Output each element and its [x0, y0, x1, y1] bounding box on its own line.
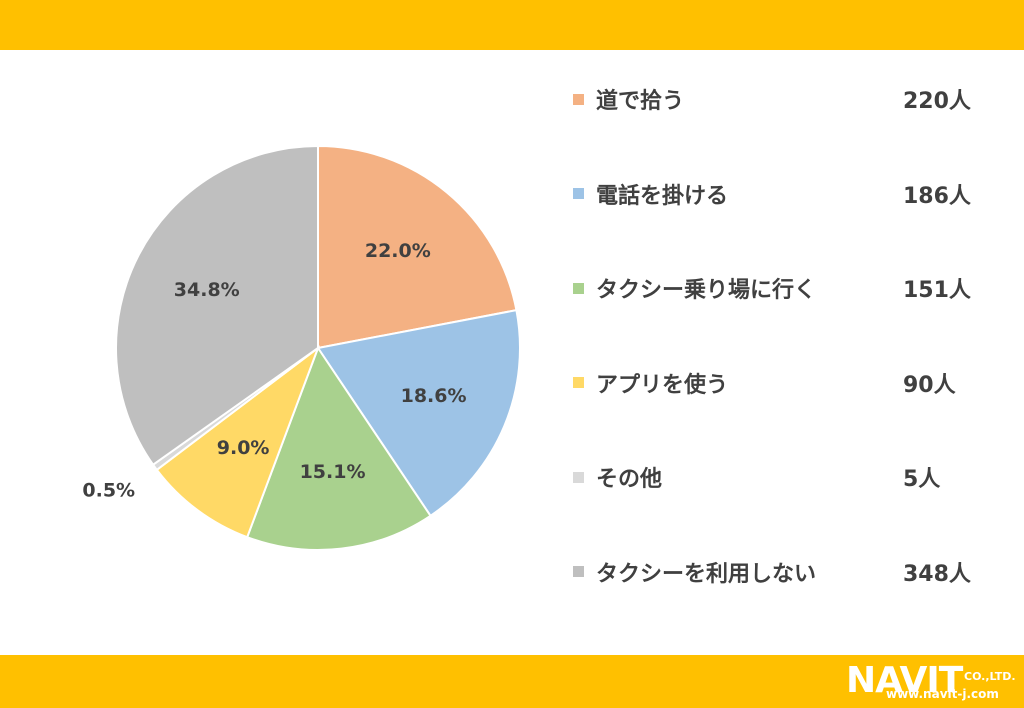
legend-swatch — [573, 188, 584, 199]
legend-count: 348人 — [903, 561, 971, 587]
legend-count: 220人 — [903, 89, 971, 114]
legend-item: アプリを使う 90人 — [573, 366, 993, 400]
legend-item: 道で拾う 220人 — [573, 82, 993, 116]
legend-label: アプリを使う — [596, 372, 729, 398]
pie-slice — [316, 308, 521, 518]
bottom-band — [0, 655, 1024, 708]
slice-value-label: 9.0% — [217, 437, 270, 459]
slice-value-label: 22.0% — [365, 240, 431, 262]
legend-label: 電話を掛ける — [596, 183, 729, 209]
legend-swatch — [573, 566, 584, 577]
legend-label: タクシーを利用しない — [596, 561, 817, 587]
pie-slice — [155, 345, 321, 539]
pie-slice — [245, 345, 432, 551]
legend-label: 道で拾う — [596, 89, 685, 114]
pie-slice — [115, 144, 319, 467]
legend-swatch — [573, 282, 584, 294]
legend-item: タクシー乗り場に行く 151人 — [573, 271, 993, 305]
legend-count: 90人 — [903, 372, 956, 398]
legend-swatch — [573, 471, 584, 483]
legend-swatch — [573, 93, 584, 105]
slice-value-label: 15.1% — [300, 461, 366, 483]
legend-item: その他 5人 — [573, 460, 993, 494]
legend-label: その他 — [596, 467, 663, 492]
legend-count: 186人 — [903, 183, 971, 209]
logo-mark: NAVIT — [846, 660, 963, 701]
legend-count: 151人 — [903, 278, 971, 303]
top-band — [0, 0, 1024, 50]
slice-value-label: 34.8% — [174, 279, 240, 301]
legend-swatch — [573, 377, 584, 388]
slice-value-label: 18.6% — [401, 385, 467, 407]
company-logo: NAVIT CO.,LTD. www.navit-j.com — [846, 660, 1016, 704]
legend-item: 電話を掛ける 186人 — [573, 177, 993, 211]
slice-value-label: 0.5% — [82, 479, 135, 501]
logo-suffix: CO.,LTD. — [964, 670, 1016, 683]
pie-slice — [317, 144, 518, 350]
logo-url: www.navit-j.com — [886, 687, 999, 701]
legend-label: タクシー乗り場に行く — [596, 278, 817, 303]
legend-count: 5人 — [903, 467, 941, 492]
pie-chart: 22.0% 18.6% 15.1% 9.0% 0.5% 34.8% — [82, 144, 521, 551]
legend-item: タクシーを利用しない 348人 — [573, 555, 993, 589]
